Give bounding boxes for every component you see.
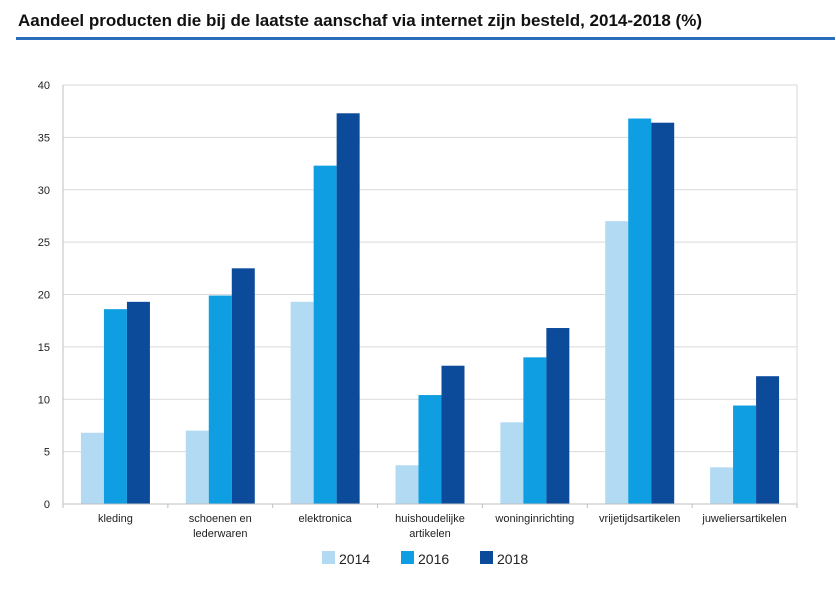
bar-2018-5 (651, 122, 675, 505)
bar-2016-1 (208, 295, 232, 504)
x-category-label: elektronica (299, 513, 353, 525)
bar-2014-3 (395, 465, 419, 504)
x-category-label: woninginrichting (494, 513, 574, 525)
y-tick-label: 25 (38, 237, 50, 249)
bar-2014-6 (710, 467, 734, 504)
x-category-label: schoenen en lederwaren (189, 513, 252, 540)
x-axis: kleding schoenen en lederwaren elektronica h… (62, 503, 798, 540)
legend: 2014 2016 2018 (322, 551, 528, 567)
y-tick-label: 40 (38, 80, 50, 92)
bar-2014-1 (185, 430, 209, 504)
bar-group (80, 113, 780, 505)
legend-label-2016: 2016 (418, 551, 449, 567)
y-tick-label: 30 (38, 185, 50, 197)
y-axis: 0 5 10 15 20 25 30 35 40 (38, 80, 64, 511)
y-tick-label: 5 (44, 447, 50, 459)
y-tick-label: 15 (38, 342, 50, 354)
x-category-label: huishoudelijke artikelen (395, 513, 465, 540)
legend-swatch-2016 (401, 551, 414, 564)
x-category-label-line: woninginrichting (494, 513, 574, 525)
x-category-label-line: juweliersartikelen (701, 513, 786, 525)
x-category-label-line: kleding (98, 513, 133, 525)
x-category-label-line: artikelen (409, 528, 451, 540)
x-category-label: vrijetijdsartikelen (599, 513, 680, 525)
bar-2018-2 (336, 113, 360, 504)
x-category-label-line: vrijetijdsartikelen (599, 513, 680, 525)
bar-2014-0 (80, 432, 104, 504)
title-underline (16, 37, 835, 40)
bar-2014-5 (605, 221, 629, 505)
gridlines (63, 84, 798, 504)
x-category-label-line: huishoudelijke (395, 513, 465, 525)
bar-2018-3 (441, 365, 465, 504)
bar-2018-4 (546, 328, 570, 504)
bar-2018-1 (231, 268, 255, 504)
y-tick-label: 35 (38, 132, 50, 144)
bar-2016-3 (418, 395, 442, 504)
x-category-label-line: elektronica (299, 513, 353, 525)
legend-swatch-2014 (322, 551, 335, 564)
legend-label-2014: 2014 (339, 551, 370, 567)
legend-label-2018: 2018 (497, 551, 528, 567)
y-tick-label: 0 (44, 499, 50, 511)
y-tick-label: 10 (38, 394, 50, 406)
bar-2018-0 (126, 301, 150, 504)
bar-2014-2 (290, 301, 314, 504)
x-category-label-line: schoenen en (189, 513, 252, 525)
bar-2014-4 (500, 422, 524, 504)
x-category-label-line: lederwaren (193, 528, 247, 540)
bar-2016-6 (733, 405, 757, 504)
x-category-label: kleding (98, 513, 133, 525)
bar-2016-4 (523, 357, 547, 504)
x-category-label: juweliersartikelen (701, 513, 786, 525)
bar-2018-6 (756, 376, 780, 504)
bar-2016-0 (103, 309, 127, 504)
chart-title: Aandeel producten die bij de laatste aan… (18, 11, 702, 30)
bar-2016-5 (628, 118, 652, 505)
legend-swatch-2018 (480, 551, 493, 564)
y-tick-label: 20 (38, 290, 50, 302)
bar-2016-2 (313, 165, 337, 504)
